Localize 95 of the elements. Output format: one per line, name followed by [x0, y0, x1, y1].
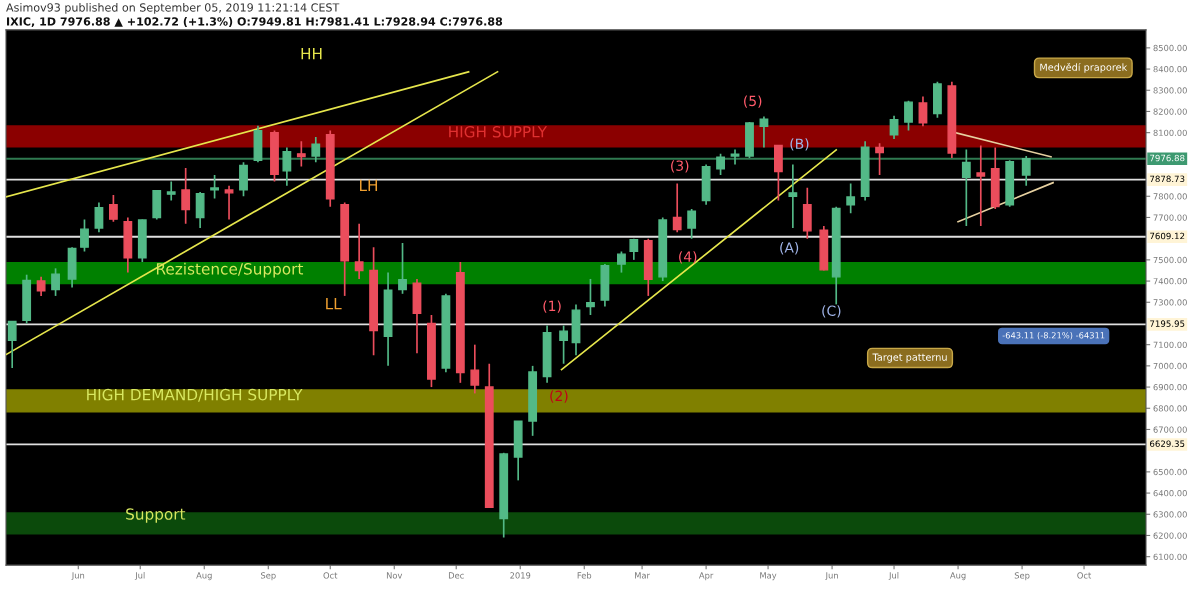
- candlestick: [195, 191, 205, 229]
- annotation: HIGH SUPPLY: [449, 126, 548, 138]
- x-tick-label: Feb: [577, 572, 592, 579]
- candlestick: [559, 324, 569, 365]
- candlestick: [1021, 155, 1031, 187]
- candlestick: [354, 222, 364, 280]
- annotation: Rezistence/Support: [156, 262, 304, 278]
- x-tick-label: Jun: [71, 572, 85, 581]
- candlestick: [7, 320, 17, 369]
- y-tick-label: 6500.00: [1153, 468, 1187, 476]
- candlestick: [166, 180, 176, 202]
- chart-subtitle: IXIC, 1D 7976.88 ▲ +102.72 (+1.3%) O:7949.81 H:7981.41 L:7928.94 C:7976.88: [7, 17, 503, 28]
- ref-line-label: 7976.88: [1150, 154, 1185, 162]
- annotation: (A): [780, 242, 799, 255]
- ref-line-label: 7195.95: [1150, 320, 1185, 327]
- annotation: (4): [679, 251, 697, 264]
- y-tick-label: 7400.00: [1153, 278, 1187, 285]
- x-tick-label: Oct: [1077, 572, 1092, 579]
- candlestick: [282, 146, 292, 187]
- annotation: HH: [301, 48, 322, 60]
- annotation: (B): [790, 138, 809, 151]
- candlestick: [875, 142, 884, 176]
- y-tick-label: 6200.00: [1153, 532, 1187, 539]
- candlestick: [904, 100, 913, 132]
- y-tick-label: 6900.00: [1153, 384, 1187, 391]
- candlestick: [398, 242, 407, 295]
- y-tick-label: 7000.00: [1153, 362, 1187, 370]
- annotation: (5): [744, 95, 762, 108]
- candlestick: [108, 194, 118, 223]
- y-tick-label: 6400.00: [1153, 490, 1187, 497]
- candlestick: [181, 167, 191, 225]
- y-tick-label: 8300.00: [1153, 87, 1187, 94]
- y-tick-label: 7800.00: [1153, 193, 1187, 200]
- ref-line-label: 7609.12: [1150, 232, 1185, 240]
- candlestick: [918, 95, 928, 128]
- candlestick: [687, 208, 697, 240]
- candlestick: [311, 136, 321, 164]
- x-tick-label: Sep: [1014, 572, 1030, 581]
- x-tick-label: Mar: [635, 572, 650, 579]
- y-tick-label: 6800.00: [1153, 405, 1187, 412]
- ref-line-label: 7878.73: [1150, 175, 1185, 183]
- x-tick-label: Dec: [448, 572, 464, 579]
- candlestick: [224, 184, 234, 221]
- annotation: HIGH DEMAND/HIGH SUPPLY: [87, 388, 303, 402]
- candlestick: [788, 163, 798, 229]
- x-tick-label: May: [760, 572, 777, 581]
- candlestick: [36, 275, 46, 297]
- x-tick-label: Jun: [825, 572, 838, 581]
- candlestick: [759, 115, 769, 149]
- x-tick-label: 2019: [510, 572, 531, 579]
- x-tick-label: Jul: [888, 572, 899, 581]
- x-tick-label: Aug: [196, 572, 212, 581]
- y-tick-label: 6700.00: [1153, 426, 1187, 433]
- y-tick-label: 8100.00: [1153, 129, 1187, 136]
- candlestick: [210, 174, 219, 200]
- candlestick: [976, 144, 986, 227]
- candlestick: [94, 201, 104, 234]
- annotation: (C): [822, 305, 841, 318]
- y-tick-label: 7100.00: [1153, 341, 1187, 348]
- annotation: (1): [543, 300, 561, 313]
- candlestick: [716, 153, 725, 176]
- annotation: Medvědí praporek: [1040, 62, 1128, 73]
- candlestick: [470, 343, 480, 395]
- candlestick: [961, 148, 971, 227]
- candlestick: [51, 267, 60, 297]
- annotation: LL: [326, 298, 342, 310]
- candlestick: [672, 182, 682, 234]
- y-tick-label: 8500.00: [1153, 44, 1187, 52]
- candlestick: [889, 114, 899, 140]
- candlestick: [80, 218, 89, 253]
- annotation: -643.11 (-8.21%) -64311: [1002, 332, 1105, 340]
- candlestick: [846, 182, 856, 215]
- chart-title: Asimov93 published on September 05, 2019 11:21:14 CEST: [6, 3, 340, 14]
- y-tick-label: 8400.00: [1153, 66, 1187, 73]
- ref-line-label: 6629.35: [1150, 440, 1185, 447]
- x-tick-label: Sep: [260, 572, 276, 581]
- candlestick: [617, 250, 626, 274]
- x-tick-label: Oct: [323, 572, 338, 579]
- annotation: LH: [360, 179, 378, 191]
- y-tick-label: 8200.00: [1153, 108, 1187, 115]
- x-tick-label: Nov: [386, 572, 403, 579]
- candlestick: [586, 278, 595, 316]
- x-tick-label: Jul: [134, 572, 145, 581]
- y-tick-label: 7300.00: [1153, 299, 1187, 306]
- y-tick-label: 6100.00: [1153, 553, 1187, 560]
- y-tick-label: 7700.00: [1153, 214, 1187, 221]
- x-tick-label: Apr: [698, 572, 714, 581]
- y-tick-label: 6300.00: [1153, 511, 1187, 518]
- y-tick-label: 7500.00: [1153, 256, 1187, 264]
- annotation: (3): [671, 160, 689, 173]
- x-tick-label: Aug: [949, 572, 966, 581]
- annotation: (2): [550, 390, 568, 403]
- annotation: Support: [126, 508, 186, 523]
- annotation: Target patternu: [872, 353, 947, 363]
- candlestick: [296, 140, 306, 168]
